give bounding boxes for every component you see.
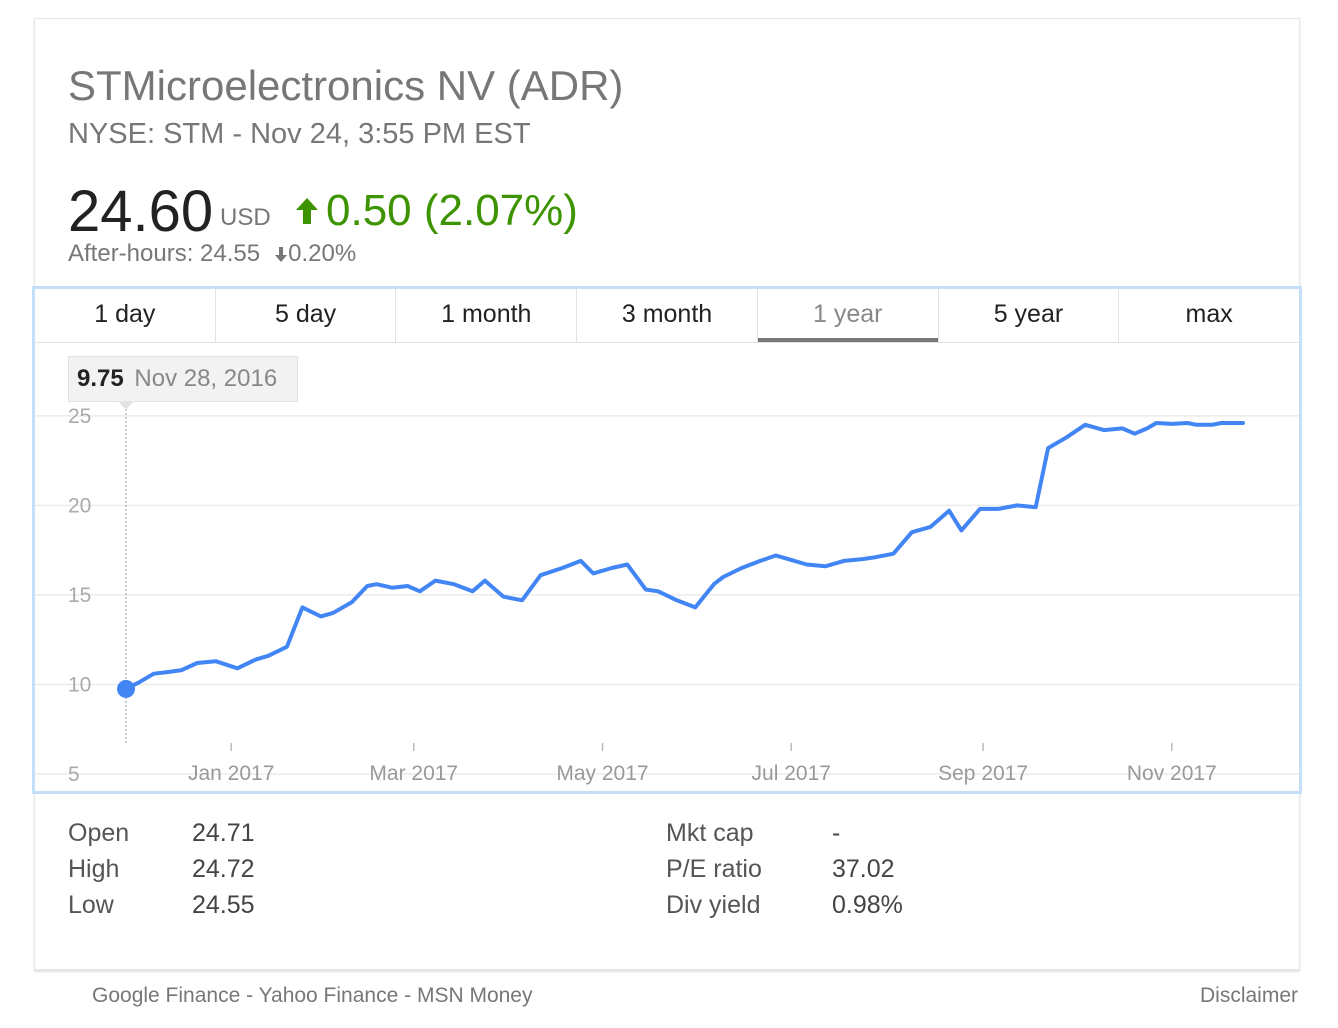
x-tick-label: Mar 2017 — [369, 762, 458, 785]
stock-price: 24.60 — [68, 179, 214, 244]
currency-label: USD — [220, 204, 271, 231]
disclaimer-link[interactable]: Disclaimer — [1199, 984, 1298, 1007]
stat-mkt-cap-value: - — [832, 819, 841, 847]
tab-1-month[interactable]: 1 month — [396, 289, 578, 342]
range-tabs: 1 day 5 day 1 month 3 month 1 year 5 yea… — [35, 289, 1299, 343]
stat-div-yield-label: Div yield — [666, 891, 761, 919]
price-change-value: 0.50 (2.07%) — [326, 186, 578, 235]
tab-3-month[interactable]: 3 month — [577, 289, 758, 342]
x-tick-label: Nov 2017 — [1127, 762, 1217, 785]
stat-pe-label: P/E ratio — [666, 855, 762, 883]
after-hours-change-value: 0.20% — [288, 240, 357, 267]
after-hours: After-hours: 24.55 0.20% — [68, 240, 356, 268]
stats-left: Open 24.71 High 24.72 Low 24.55 — [68, 815, 368, 925]
tab-5-day[interactable]: 5 day — [216, 289, 397, 342]
stat-high-label: High — [68, 855, 120, 883]
link-msn-money[interactable]: MSN Money — [416, 984, 533, 1007]
x-tick-label: Jan 2017 — [188, 762, 274, 785]
price-change: 0.50 (2.07%) — [294, 186, 578, 236]
after-hours-price: After-hours: 24.55 — [68, 240, 261, 267]
link-separator: - — [398, 984, 417, 1007]
stat-low-label: Low — [68, 891, 114, 919]
y-tick-label-25: 25 — [68, 405, 91, 428]
link-yahoo-finance[interactable]: Yahoo Finance — [258, 984, 399, 1007]
stat-div-yield-value: 0.98% — [832, 891, 903, 919]
stat-open-label: Open — [68, 819, 130, 847]
y-tick-label-5: 5 — [68, 763, 80, 786]
hover-marker — [117, 679, 135, 698]
stat-low-value: 24.55 — [192, 891, 255, 919]
source-links: Google Finance - Yahoo Finance - MSN Mon… — [92, 984, 532, 1008]
tab-5-year[interactable]: 5 year — [939, 289, 1120, 342]
y-tick-label-20: 20 — [68, 494, 91, 517]
finance-card — [34, 18, 1300, 970]
link-separator: - — [240, 984, 259, 1007]
arrow-down-icon — [275, 247, 288, 262]
stock-exchange-time: NYSE: STM - Nov 24, 3:55 PM EST — [68, 118, 531, 150]
tooltip-pointer — [118, 401, 134, 410]
y-tick-label-15: 15 — [68, 584, 91, 607]
x-tick-label: May 2017 — [556, 762, 648, 785]
arrow-up-icon — [296, 198, 318, 224]
y-tick-label-10: 10 — [68, 673, 91, 696]
tab-1-year[interactable]: 1 year — [757, 289, 939, 342]
link-google-finance[interactable]: Google Finance — [92, 984, 241, 1007]
chart-tooltip: 9.75 Nov 28, 2016 — [68, 356, 298, 402]
tab-1-day[interactable]: 1 day — [35, 289, 216, 342]
stat-high-value: 24.72 — [192, 855, 255, 883]
after-hours-change: 0.20% — [274, 240, 356, 268]
stat-mkt-cap-label: Mkt cap — [666, 819, 754, 847]
stock-title: STMicroelectronics NV (ADR) — [68, 62, 624, 109]
x-tick-label: Jul 2017 — [752, 762, 831, 785]
price-series-line — [124, 421, 1245, 691]
tooltip-date: Nov 28, 2016 — [134, 365, 278, 392]
stats-right: Mkt cap - P/E ratio 37.02 Div yield 0.98… — [666, 815, 966, 925]
tooltip-value: 9.75 — [77, 365, 124, 392]
chart-panel — [32, 286, 1302, 794]
tab-max[interactable]: max — [1185, 300, 1233, 328]
stat-pe-value: 37.02 — [832, 855, 895, 883]
stat-open-value: 24.71 — [192, 819, 255, 847]
x-tick-label: Sep 2017 — [938, 762, 1028, 785]
